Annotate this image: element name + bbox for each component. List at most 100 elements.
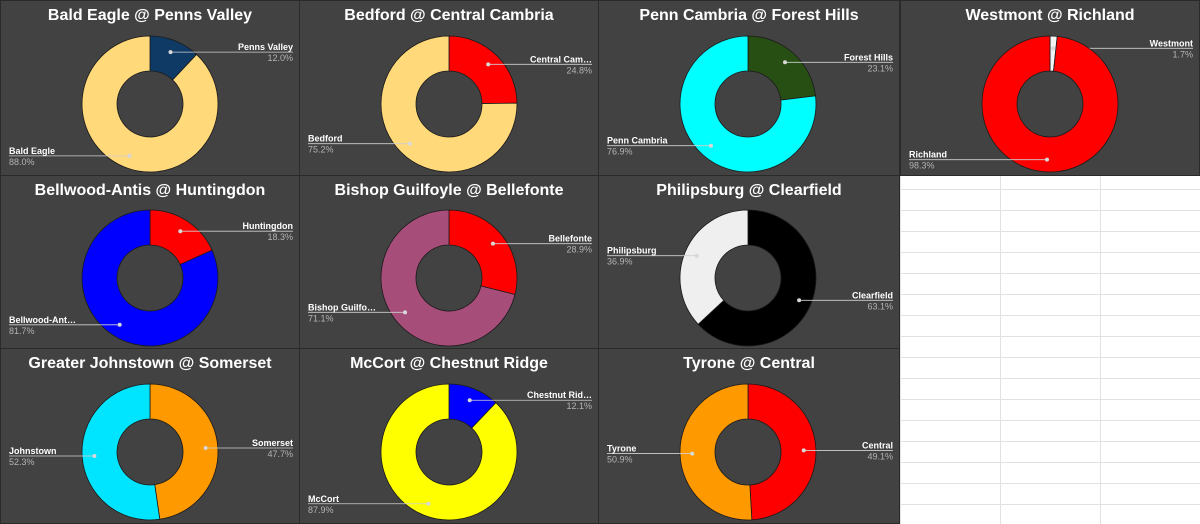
slice-label-bellwood-antis: Bellwood-Ant… bbox=[9, 315, 76, 325]
chart-title: Bald Eagle @ Penns Valley bbox=[47, 7, 253, 24]
slice-label-bishop-guilfoyle: Bishop Guilfo… bbox=[308, 302, 376, 312]
leader-dot bbox=[690, 451, 695, 456]
slice-percent-central-cambria: 24.8% bbox=[566, 65, 592, 75]
slice-label-central: Central bbox=[862, 440, 893, 450]
slice-label-richland: Richland bbox=[909, 150, 947, 160]
leader-dot bbox=[490, 241, 495, 246]
slice-label-central-cambria: Central Cam… bbox=[530, 54, 592, 64]
leader-dot bbox=[797, 298, 802, 303]
chart-title: Tyrone @ Central bbox=[683, 355, 815, 372]
leader-dot bbox=[92, 454, 97, 459]
donut-slice-clearfield[interactable] bbox=[697, 209, 817, 347]
donut-slice-bald-eagle[interactable] bbox=[81, 35, 219, 173]
slice-percent-westmont: 1.7% bbox=[1172, 49, 1193, 59]
leader-dot bbox=[801, 448, 806, 453]
slice-percent-bellwood-antis: 81.7% bbox=[9, 326, 35, 336]
slice-label-bellefonte: Bellefonte bbox=[548, 234, 592, 244]
donut-slice-mccort[interactable] bbox=[380, 383, 518, 521]
leader-dot bbox=[426, 501, 431, 506]
chart-panel-mccort-chestnut-ridge[interactable]: McCort @ Chestnut Ridge Chestnut Rid… 12.1… bbox=[299, 348, 599, 524]
chart-panel-penn-cambria-forest-hills[interactable]: Penn Cambria @ Forest Hills Forest Hills 2… bbox=[598, 0, 900, 176]
slice-label-chestnut-ridge: Chestnut Rid… bbox=[527, 390, 592, 400]
slice-percent-richland: 98.3% bbox=[909, 161, 935, 171]
chart-title: Bellwood-Antis @ Huntingdon bbox=[34, 182, 266, 199]
slice-label-johnstown: Johnstown bbox=[9, 446, 57, 456]
leader-dot bbox=[127, 153, 132, 158]
chart-title: Philipsburg @ Clearfield bbox=[656, 182, 842, 199]
donut-slice-central-cambria[interactable] bbox=[448, 35, 518, 104]
donut-slice-forest-hills[interactable] bbox=[747, 35, 816, 101]
chart-title: McCort @ Chestnut Ridge bbox=[350, 355, 548, 372]
donut-slice-bedford[interactable] bbox=[380, 35, 518, 173]
donut-slice-central[interactable] bbox=[747, 383, 817, 521]
donut-slice-bellefonte[interactable] bbox=[448, 209, 518, 295]
chart-panel-westmont-richland[interactable]: Westmont @ Richland Westmont 1.7% Richland 9… bbox=[900, 0, 1200, 176]
slice-label-westmont: Westmont bbox=[1150, 38, 1193, 48]
slice-percent-chestnut-ridge: 12.1% bbox=[566, 401, 592, 411]
slice-label-tyrone: Tyrone bbox=[607, 444, 636, 454]
donut-slice-bellwood-antis[interactable] bbox=[81, 209, 219, 347]
chart-panel-bedford-central-cambria[interactable]: Bedford @ Central Cambria Central Cam… 24.… bbox=[299, 0, 599, 176]
slice-percent-johnstown: 52.3% bbox=[9, 457, 35, 467]
slice-percent-bedford: 75.2% bbox=[308, 145, 334, 155]
chart-panel-bellwood-antis-huntingdon[interactable]: Bellwood-Antis @ Huntingdon Huntingdon 18.… bbox=[0, 175, 300, 349]
chart-title: Penn Cambria @ Forest Hills bbox=[639, 7, 859, 24]
donut-slice-tyrone[interactable] bbox=[679, 383, 753, 521]
donut-slice-richland[interactable] bbox=[981, 35, 1119, 173]
slice-label-bald-eagle: Bald Eagle bbox=[9, 146, 55, 156]
leader-dot bbox=[1045, 157, 1050, 162]
slice-percent-bellefonte: 28.9% bbox=[566, 245, 592, 255]
leader-dot bbox=[486, 62, 491, 67]
leader-dot bbox=[407, 141, 412, 146]
slice-percent-philipsburg: 36.9% bbox=[607, 257, 633, 267]
slice-label-bedford: Bedford bbox=[308, 134, 343, 144]
chart-title: Bedford @ Central Cambria bbox=[344, 7, 554, 24]
donut-slice-johnstown[interactable] bbox=[81, 383, 161, 521]
leader-dot bbox=[1050, 46, 1055, 51]
slice-percent-mccort: 87.9% bbox=[308, 505, 334, 515]
leader-dot bbox=[783, 60, 788, 65]
leader-dot bbox=[467, 398, 472, 403]
leader-dot bbox=[403, 310, 408, 315]
chart-panel-bald-eagle-penns-valley[interactable]: Bald Eagle @ Penns Valley Penns Valley 12.… bbox=[0, 0, 300, 176]
donut-slice-somerset[interactable] bbox=[149, 383, 219, 520]
chart-title: Westmont @ Richland bbox=[965, 7, 1135, 24]
leader-dot bbox=[168, 50, 173, 55]
leader-dot bbox=[708, 143, 713, 148]
slice-label-mccort: McCort bbox=[308, 494, 339, 504]
leader-dot bbox=[178, 229, 183, 234]
slice-label-philipsburg: Philipsburg bbox=[607, 246, 657, 256]
donut-slice-bishop-guilfoyle[interactable] bbox=[380, 209, 516, 347]
chart-panel-tyrone-central[interactable]: Tyrone @ Central Central 49.1% Tyrone 50.9% bbox=[598, 348, 900, 524]
slice-label-clearfield: Clearfield bbox=[852, 290, 893, 300]
donut-slice-philipsburg[interactable] bbox=[679, 209, 749, 325]
slice-percent-penn-cambria: 76.9% bbox=[607, 147, 633, 157]
donut-slice-penn-cambria[interactable] bbox=[679, 35, 817, 173]
slice-label-penns-valley: Penns Valley bbox=[238, 42, 293, 52]
slice-percent-tyrone: 50.9% bbox=[607, 455, 633, 465]
slice-percent-bishop-guilfoyle: 71.1% bbox=[308, 313, 334, 323]
chart-panel-greater-johnstown-somerset[interactable]: Greater Johnstown @ Somerset Somerset 47.7… bbox=[0, 348, 300, 524]
leader-dot bbox=[694, 253, 699, 258]
chart-title: Greater Johnstown @ Somerset bbox=[28, 355, 272, 372]
slice-percent-central: 49.1% bbox=[867, 451, 893, 461]
leader-dot bbox=[117, 322, 122, 327]
slice-percent-bald-eagle: 88.0% bbox=[9, 157, 35, 167]
chart-panel-philipsburg-clearfield[interactable]: Philipsburg @ Clearfield Clearfield 63.1% P… bbox=[598, 175, 900, 349]
slice-percent-penns-valley: 12.0% bbox=[267, 53, 293, 63]
leader-dot bbox=[203, 445, 208, 450]
slice-percent-somerset: 47.7% bbox=[267, 449, 293, 459]
slice-label-huntingdon: Huntingdon bbox=[243, 221, 293, 231]
slice-percent-huntingdon: 18.3% bbox=[267, 232, 293, 242]
chart-title: Bishop Guilfoyle @ Bellefonte bbox=[334, 182, 564, 199]
chart-panel-bishop-guilfoyle-bellefonte[interactable]: Bishop Guilfoyle @ Bellefonte Bellefonte 2… bbox=[299, 175, 599, 349]
